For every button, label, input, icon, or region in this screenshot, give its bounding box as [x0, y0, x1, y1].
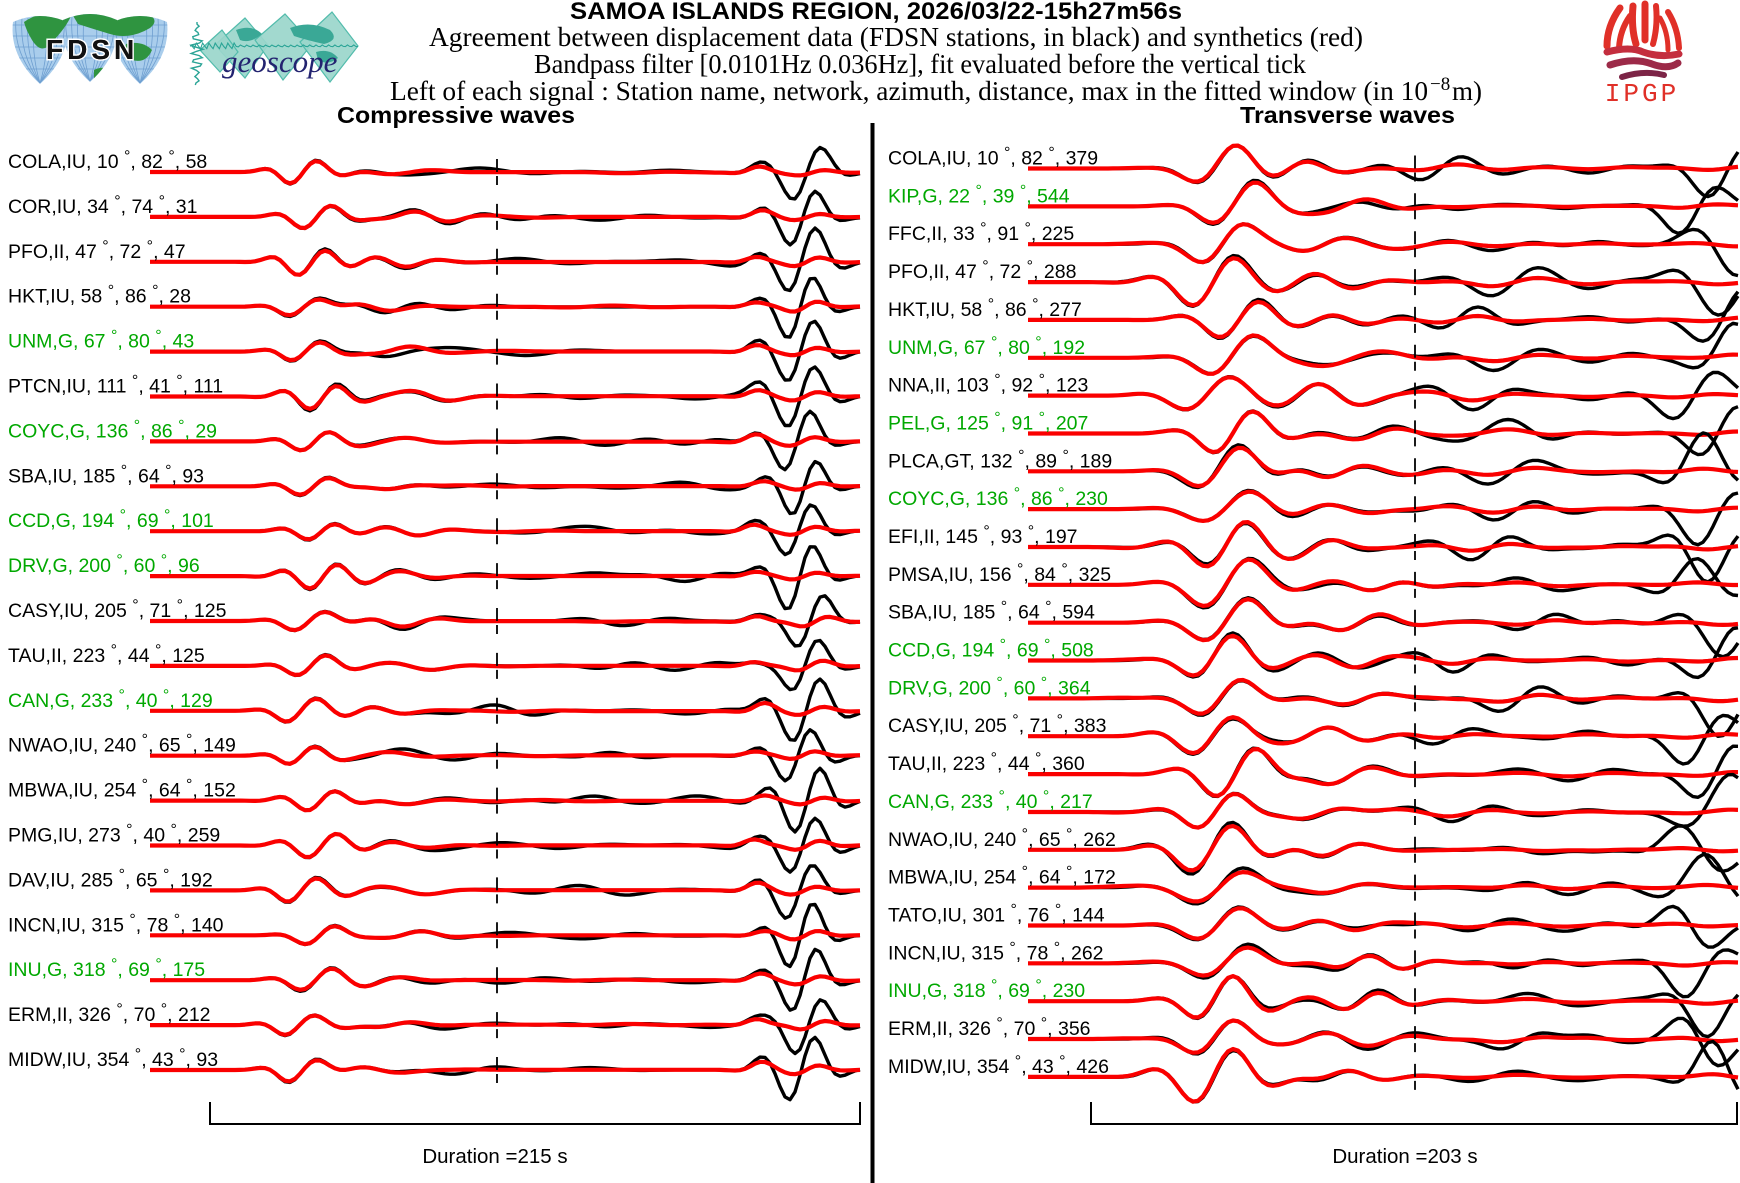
svg-text:ERM,II, 326 °, 70 °, 212: ERM,II, 326 °, 70 °, 212 [8, 1001, 211, 1026]
svg-text:PEL,G, 125 °, 91 °, 207: PEL,G, 125 °, 91 °, 207 [888, 409, 1088, 434]
svg-text:CASY,IU, 205 °, 71 °, 125: CASY,IU, 205 °, 71 °, 125 [8, 597, 227, 622]
svg-text:DAV,IU, 285 °, 65 °, 192: DAV,IU, 285 °, 65 °, 192 [8, 866, 213, 891]
svg-text:MIDW,IU, 354 °, 43 °, 93: MIDW,IU, 354 °, 43 °, 93 [8, 1046, 218, 1071]
svg-text:COLA,IU, 10 °, 82 °, 58: COLA,IU, 10 °, 82 °, 58 [8, 148, 207, 173]
svg-text:INU,G, 318 °, 69 °, 230: INU,G, 318 °, 69 °, 230 [888, 977, 1085, 1002]
svg-text:INCN,IU, 315 °, 78 °, 140: INCN,IU, 315 °, 78 °, 140 [8, 911, 224, 936]
svg-text:CAN,G, 233 °, 40 °, 129: CAN,G, 233 °, 40 °, 129 [8, 687, 213, 712]
svg-text:DRV,G, 200 °, 60 °, 96: DRV,G, 200 °, 60 °, 96 [8, 552, 200, 577]
svg-text:IPGP: IPGP [1605, 79, 1679, 109]
svg-text:COR,IU, 34 °, 74 °, 31: COR,IU, 34 °, 74 °, 31 [8, 193, 198, 218]
svg-text:COYC,G, 136 °, 86 °, 29: COYC,G, 136 °, 86 °, 29 [8, 417, 217, 442]
svg-text:PMSA,IU, 156 °, 84 °, 325: PMSA,IU, 156 °, 84 °, 325 [888, 561, 1111, 586]
svg-text:TAU,II, 223 °, 44 °, 125: TAU,II, 223 °, 44 °, 125 [8, 642, 205, 667]
svg-text:MBWA,IU, 254 °, 64 °, 152: MBWA,IU, 254 °, 64 °, 152 [8, 777, 236, 802]
svg-text:HKT,IU, 58 °, 86 °, 28: HKT,IU, 58 °, 86 °, 28 [8, 283, 191, 308]
svg-text:EFI,II, 145 °, 93 °, 197: EFI,II, 145 °, 93 °, 197 [888, 523, 1078, 548]
svg-text:HKT,IU, 58 °, 86 °, 277: HKT,IU, 58 °, 86 °, 277 [888, 296, 1082, 321]
svg-text:Left of each signal : Station: Left of each signal : Station name, netw… [390, 76, 1428, 106]
svg-text:Agreement between displacement: Agreement between displacement data (FDS… [429, 22, 1363, 52]
svg-text:NNA,II, 103 °, 92 °, 123: NNA,II, 103 °, 92 °, 123 [888, 372, 1088, 397]
svg-text:CAN,G, 233 °, 40 °, 217: CAN,G, 233 °, 40 °, 217 [888, 788, 1093, 813]
svg-text:geoscope: geoscope [222, 44, 338, 79]
svg-text:CCD,G, 194 °, 69 °, 101: CCD,G, 194 °, 69 °, 101 [8, 507, 214, 532]
svg-text:PTCN,IU, 111 °, 41 °, 111: PTCN,IU, 111 °, 41 °, 111 [8, 373, 223, 398]
svg-text:SBA,IU, 185 °, 64 °, 594: SBA,IU, 185 °, 64 °, 594 [888, 599, 1095, 624]
svg-text:Transverse waves: Transverse waves [1240, 102, 1455, 128]
svg-text:MBWA,IU, 254 °, 64 °, 172: MBWA,IU, 254 °, 64 °, 172 [888, 864, 1116, 889]
svg-text:ERM,II, 326 °, 70 °, 356: ERM,II, 326 °, 70 °, 356 [888, 1015, 1091, 1040]
svg-text:TATO,IU, 301 °, 76 °, 144: TATO,IU, 301 °, 76 °, 144 [888, 902, 1105, 927]
svg-text:PFO,II, 47 °, 72 °, 47: PFO,II, 47 °, 72 °, 47 [8, 238, 186, 263]
svg-text:TAU,II, 223 °, 44 °, 360: TAU,II, 223 °, 44 °, 360 [888, 750, 1085, 775]
svg-text:CASY,IU, 205 °, 71 °, 383: CASY,IU, 205 °, 71 °, 383 [888, 712, 1106, 737]
svg-text:Compressive waves: Compressive waves [337, 102, 575, 128]
svg-text:UNM,G, 67 °, 80 °, 43: UNM,G, 67 °, 80 °, 43 [8, 328, 194, 353]
svg-text:PFO,II, 47 °, 72 °, 288: PFO,II, 47 °, 72 °, 288 [888, 258, 1076, 283]
svg-text:−8: −8 [1430, 74, 1450, 95]
svg-text:PLCA,GT, 132 °, 89 °, 189: PLCA,GT, 132 °, 89 °, 189 [888, 447, 1112, 472]
svg-text:SBA,IU, 185 °, 64 °, 93: SBA,IU, 185 °, 64 °, 93 [8, 462, 204, 487]
svg-text:INCN,IU, 315 °, 78 °, 262: INCN,IU, 315 °, 78 °, 262 [888, 939, 1104, 964]
svg-text:m): m) [1452, 76, 1482, 106]
svg-text:DRV,G, 200 °, 60 °, 364: DRV,G, 200 °, 60 °, 364 [888, 674, 1091, 699]
svg-text:MIDW,IU, 354 °, 43 °, 426: MIDW,IU, 354 °, 43 °, 426 [888, 1053, 1109, 1078]
svg-text:UNM,G, 67 °, 80 °, 192: UNM,G, 67 °, 80 °, 192 [888, 334, 1085, 359]
svg-text:NWAO,IU, 240 °, 65 °, 262: NWAO,IU, 240 °, 65 °, 262 [888, 826, 1116, 851]
svg-text:Duration =203 s: Duration =203 s [1332, 1145, 1477, 1168]
svg-text:PMG,IU, 273 °, 40 °, 259: PMG,IU, 273 °, 40 °, 259 [8, 822, 220, 847]
svg-text:Duration =215 s: Duration =215 s [422, 1145, 567, 1168]
svg-text:FDSN: FDSN [46, 34, 138, 65]
svg-text:FDSN: FDSN [46, 34, 138, 65]
svg-text:CCD,G, 194 °, 69 °, 508: CCD,G, 194 °, 69 °, 508 [888, 637, 1094, 662]
svg-text:COYC,G, 136 °, 86 °, 230: COYC,G, 136 °, 86 °, 230 [888, 485, 1108, 510]
svg-text:NWAO,IU, 240 °, 65 °, 149: NWAO,IU, 240 °, 65 °, 149 [8, 732, 236, 757]
svg-text:SAMOA ISLANDS REGION, 2026/03/: SAMOA ISLANDS REGION, 2026/03/22-15h27m5… [570, 0, 1182, 25]
svg-text:Bandpass filter [0.0101Hz 0.03: Bandpass filter [0.0101Hz 0.036Hz], fit … [534, 49, 1306, 79]
svg-text:INU,G, 318 °, 69 °, 175: INU,G, 318 °, 69 °, 175 [8, 956, 205, 981]
svg-text:COLA,IU, 10 °, 82 °, 379: COLA,IU, 10 °, 82 °, 379 [888, 145, 1098, 170]
